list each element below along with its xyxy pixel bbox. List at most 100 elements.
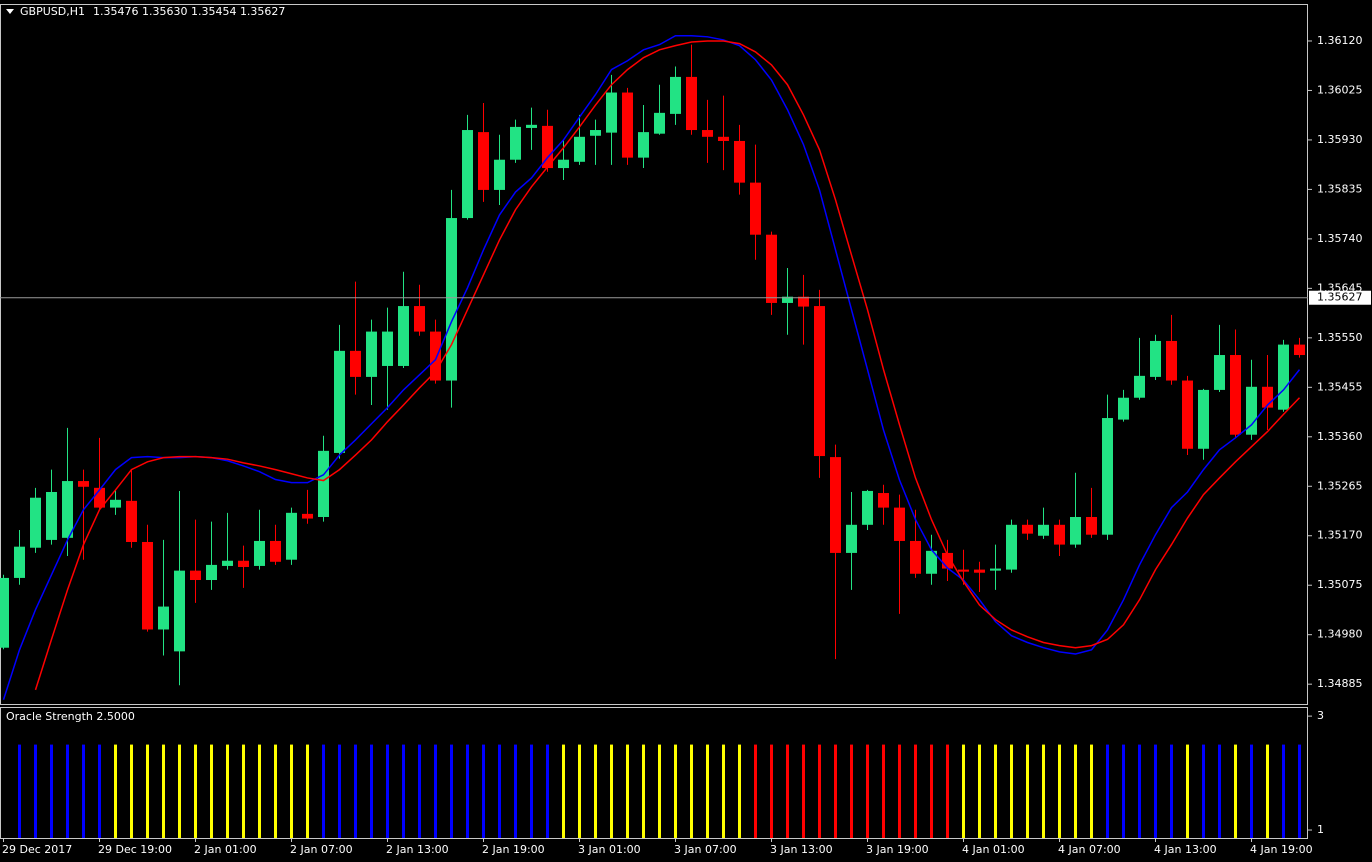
indicator-bar — [690, 744, 693, 838]
x-tick-label: 2 Jan 19:00 — [482, 843, 545, 856]
indicator-bar — [866, 744, 869, 838]
candle-body — [846, 524, 857, 553]
indicator-bar — [834, 744, 837, 838]
indicator-bar — [370, 744, 373, 838]
indicator-bar — [1266, 744, 1269, 838]
indicator-bar — [498, 744, 501, 838]
main-frame — [0, 4, 1308, 705]
x-tick-label: 4 Jan 07:00 — [1058, 843, 1121, 856]
candle-body — [30, 497, 41, 548]
indicator-title: Oracle Strength 2.5000 — [6, 710, 135, 723]
indicator-bar — [850, 744, 853, 838]
candle-body — [62, 481, 73, 538]
y-tick-label: 1.35740 — [1317, 232, 1363, 245]
indicator-bar — [434, 744, 437, 838]
candle-body — [158, 606, 169, 630]
x-tick-label: 4 Jan 01:00 — [962, 843, 1025, 856]
candle-body — [1294, 344, 1305, 356]
candle-body — [574, 136, 585, 162]
candle-body — [750, 182, 761, 235]
indicator-bar — [978, 744, 981, 838]
indicator-bar — [482, 744, 485, 838]
y-tick-label: 1.35075 — [1317, 578, 1363, 591]
moving-average-line — [34, 40, 1301, 691]
candle-body — [190, 570, 201, 581]
indicator-bar — [642, 744, 645, 838]
candle-body — [702, 130, 713, 137]
indicator-bar — [258, 744, 261, 838]
candle-body — [206, 564, 217, 581]
candle-body — [270, 540, 281, 562]
candle-body — [0, 577, 9, 648]
indicator-bar — [514, 744, 517, 838]
quote: 1.35476 1.35630 1.35454 1.35627 — [93, 5, 285, 18]
indicator-bar — [626, 744, 629, 838]
indicator-bar — [1042, 744, 1045, 838]
indicator-bar — [1058, 744, 1061, 838]
indicator-bar — [450, 744, 453, 838]
candle-body — [1278, 344, 1289, 410]
candle-body — [222, 560, 233, 566]
candle-body — [1086, 516, 1097, 535]
indicator-frame — [0, 707, 1308, 839]
indicator-bar — [1122, 744, 1125, 838]
x-tick-label: 4 Jan 19:00 — [1250, 843, 1313, 856]
moving-average-line — [2, 35, 1301, 701]
indicator-bar — [1234, 744, 1237, 838]
indicator-bar — [898, 744, 901, 838]
candle-body — [254, 540, 265, 566]
candle-body — [622, 92, 633, 158]
indicator-bar — [818, 744, 821, 838]
indicator-bar — [18, 744, 21, 838]
candle-body — [382, 331, 393, 366]
candle-body — [686, 76, 697, 131]
indicator-bar — [50, 744, 53, 838]
indicator-bar — [1282, 744, 1285, 838]
x-tick-label: 2 Jan 13:00 — [386, 843, 449, 856]
candle-body — [894, 507, 905, 541]
indicator-bar — [946, 744, 949, 838]
y-tick-label: 3 — [1317, 709, 1324, 722]
indicator-bar — [1026, 744, 1029, 838]
y-tick-label: 1 — [1317, 823, 1324, 836]
candle-body — [942, 552, 953, 569]
candle-body — [1022, 524, 1033, 534]
candle-body — [926, 550, 937, 574]
candle-body — [126, 500, 137, 542]
candle-body — [590, 130, 601, 136]
candle-body — [1182, 380, 1193, 449]
y-tick-label: 1.35265 — [1317, 479, 1363, 492]
indicator-bar — [242, 744, 245, 838]
candle-body — [318, 450, 329, 517]
candle-body — [910, 540, 921, 574]
current-price-tag — [1309, 290, 1371, 305]
menu-arrow[interactable] — [6, 9, 14, 14]
x-tick-label: 29 Dec 19:00 — [98, 843, 172, 856]
indicator-bar — [402, 744, 405, 838]
candle-body — [1038, 524, 1049, 536]
candle-body — [638, 132, 649, 158]
indicator-bar — [530, 744, 533, 838]
candle-body — [878, 493, 889, 508]
y-tick-label: 1.34885 — [1317, 677, 1363, 690]
indicator-bar — [386, 744, 389, 838]
y-tick-label: 1.35835 — [1317, 182, 1363, 195]
candle-body — [1166, 340, 1177, 381]
candle-body — [526, 124, 537, 128]
y-tick-label: 1.34980 — [1317, 628, 1363, 641]
candle-body — [542, 125, 553, 169]
indicator-bar — [322, 744, 325, 838]
candle-body — [142, 541, 153, 630]
indicator-bar — [1106, 744, 1109, 838]
x-tick-label: 3 Jan 01:00 — [578, 843, 641, 856]
x-tick-label: 3 Jan 13:00 — [770, 843, 833, 856]
candle-body — [478, 132, 489, 190]
candle-body — [446, 218, 457, 381]
candle-body — [814, 306, 825, 457]
y-tick-label: 1.35455 — [1317, 380, 1363, 393]
indicator-bar — [34, 744, 37, 838]
candle-body — [1198, 389, 1209, 449]
indicator-bar — [770, 744, 773, 838]
indicator-bar — [786, 744, 789, 838]
